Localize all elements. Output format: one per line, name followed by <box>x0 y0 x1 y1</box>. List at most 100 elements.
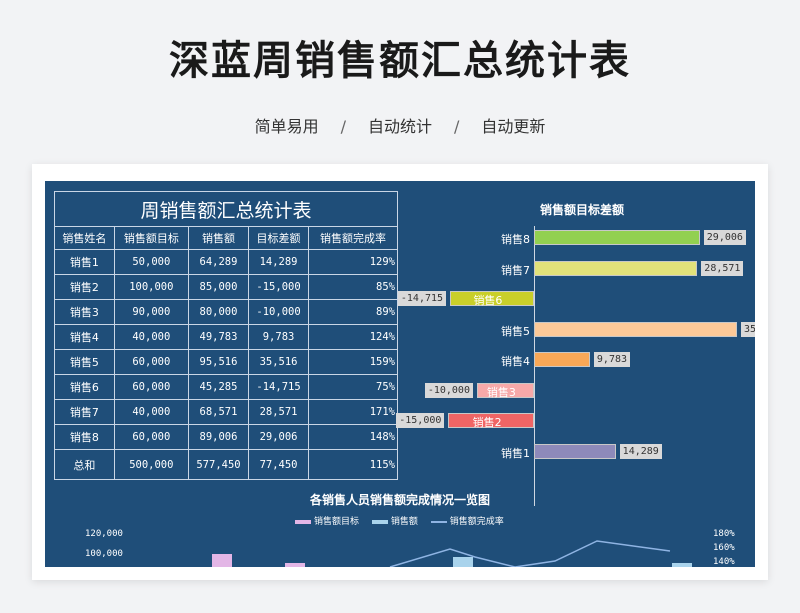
bar-chart-bar <box>534 321 737 337</box>
sales-bar <box>672 563 692 567</box>
sales-bar <box>453 557 473 567</box>
cell: 销售2 <box>54 274 115 300</box>
cell: 销售1 <box>54 249 115 275</box>
cell: 148% <box>308 424 398 450</box>
bar-category-label: 销售4 <box>501 355 530 368</box>
bar-category-label: 销售2 <box>472 416 502 429</box>
cell: 60,000 <box>113 424 189 450</box>
cell: 115% <box>308 449 398 480</box>
column-header: 目标差额 <box>248 226 310 250</box>
table-row: 销售7 40,000 68,571 28,571 171% <box>54 399 398 425</box>
subtitle-item: 简单易用 <box>254 117 319 136</box>
cell: 100,000 <box>113 274 189 300</box>
bar-chart-bar <box>534 443 616 459</box>
cell: -14,715 <box>248 374 310 400</box>
bar-value-label: 35,516 <box>741 321 755 337</box>
bar-value-label: -10,000 <box>424 382 473 398</box>
cell: 90,000 <box>113 299 189 325</box>
bar-category-label: 销售6 <box>473 294 503 307</box>
subtitle-item: 自动更新 <box>481 117 546 136</box>
legend-label: 销售额 <box>390 517 418 527</box>
cell: 60,000 <box>113 349 189 375</box>
table-row: 销售3 90,000 80,000 -10,000 89% <box>54 299 398 325</box>
subtitle-separator: / <box>454 117 460 136</box>
table-row: 销售5 60,000 95,516 35,516 159% <box>54 349 398 375</box>
target-bar <box>285 563 305 567</box>
subtitle-item: 自动统计 <box>367 117 432 136</box>
cell: 29,006 <box>248 424 310 450</box>
cell: 64,289 <box>187 249 250 275</box>
cell: 28,571 <box>248 399 310 425</box>
cell: 总和 <box>54 449 115 480</box>
cell: 60,000 <box>113 374 189 400</box>
cell: 89% <box>308 299 398 325</box>
cell: 45,285 <box>187 374 250 400</box>
cell: 68,571 <box>187 399 250 425</box>
legend-item: 销售额目标 <box>295 517 359 527</box>
bar-chart-bar <box>534 352 590 367</box>
bar-chart-title: 销售额目标差额 <box>540 203 625 217</box>
legend-swatch <box>295 519 311 524</box>
combo-chart-title: 各销售人员销售额完成情况一览图 <box>309 493 490 507</box>
bar-value-label: 9,783 <box>593 352 631 367</box>
bar-value-label: 14,289 <box>619 443 662 459</box>
bar-value-label: -14,715 <box>397 291 447 306</box>
bar-category-label: 销售8 <box>501 233 530 246</box>
target-bar <box>212 554 232 567</box>
legend-swatch <box>371 519 388 524</box>
legend-item: 销售额 <box>371 517 418 527</box>
table-row: 销售1 50,000 64,289 14,289 129% <box>54 249 398 275</box>
bar-chart-bar <box>448 413 534 428</box>
cell: 49,783 <box>187 324 250 350</box>
cell: 577,450 <box>187 449 250 480</box>
y-axis-tick: 160% <box>713 543 735 553</box>
table-header-row: 销售姓名 销售额目标 销售额 目标差额 销售额完成率 <box>54 226 398 250</box>
cell: 75% <box>308 374 398 400</box>
bar-category-label: 销售1 <box>501 446 530 460</box>
column-header: 销售额 <box>187 226 250 250</box>
cell: 159% <box>308 349 398 375</box>
cell: 95,516 <box>187 349 250 375</box>
table-row: 销售8 60,000 89,006 29,006 148% <box>54 424 398 450</box>
legend-label: 销售额完成率 <box>449 517 504 527</box>
column-header: 销售额目标 <box>113 226 189 250</box>
combo-chart-plot <box>212 540 692 567</box>
bar-value-label: 28,571 <box>701 260 744 276</box>
y-axis-tick: 180% <box>713 529 735 539</box>
cell: 9,783 <box>248 324 310 350</box>
cell: 14,289 <box>248 249 310 275</box>
cell: 500,000 <box>113 449 189 480</box>
spreadsheet-preview: 周销售额汇总统计表 销售姓名 销售额目标 销售额 目标差额 销售额完成率 销售1… <box>45 181 755 567</box>
subtitle-separator: / <box>340 117 346 136</box>
table-row: 销售4 40,000 49,783 9,783 124% <box>54 324 398 350</box>
table-total-row: 总和 500,000 577,450 77,450 115% <box>54 449 398 480</box>
completion-rate-line <box>389 540 671 567</box>
y-axis-tick: 120,000 <box>85 529 123 539</box>
bar-category-label: 销售7 <box>501 263 530 277</box>
page-title: 深蓝周销售额汇总统计表 <box>169 38 631 84</box>
cell: 89,006 <box>187 424 250 450</box>
column-header: 销售额完成率 <box>308 226 398 250</box>
cell: 50,000 <box>113 249 189 275</box>
bar-category-label: 销售5 <box>501 324 530 338</box>
cell: -15,000 <box>248 274 310 300</box>
cell: 销售5 <box>54 349 115 375</box>
page-subtitle: 简单易用 / 自动统计 / 自动更新 <box>0 113 800 137</box>
y-axis-tick: 100,000 <box>85 549 123 559</box>
cell: 40,000 <box>113 324 189 350</box>
cell: 124% <box>308 324 398 350</box>
bar-value-label: 29,006 <box>703 230 746 245</box>
column-header: 销售姓名 <box>54 226 115 250</box>
cell: 85% <box>308 274 398 300</box>
table-row: 销售6 60,000 45,285 -14,715 75% <box>54 374 398 400</box>
legend-swatch <box>430 520 447 523</box>
cell: 销售4 <box>54 324 115 350</box>
bar-chart-bar <box>534 260 698 276</box>
cell: 129% <box>308 249 398 275</box>
y-axis-tick: 140% <box>713 557 735 567</box>
bar-value-label: -15,000 <box>396 413 445 428</box>
table-title: 周销售额汇总统计表 <box>54 191 398 227</box>
combo-chart-legend: 销售额目标 销售额 销售额完成率 <box>295 514 514 527</box>
cell: 85,000 <box>187 274 250 300</box>
sales-table: 周销售额汇总统计表 销售姓名 销售额目标 销售额 目标差额 销售额完成率 销售1… <box>54 191 398 480</box>
